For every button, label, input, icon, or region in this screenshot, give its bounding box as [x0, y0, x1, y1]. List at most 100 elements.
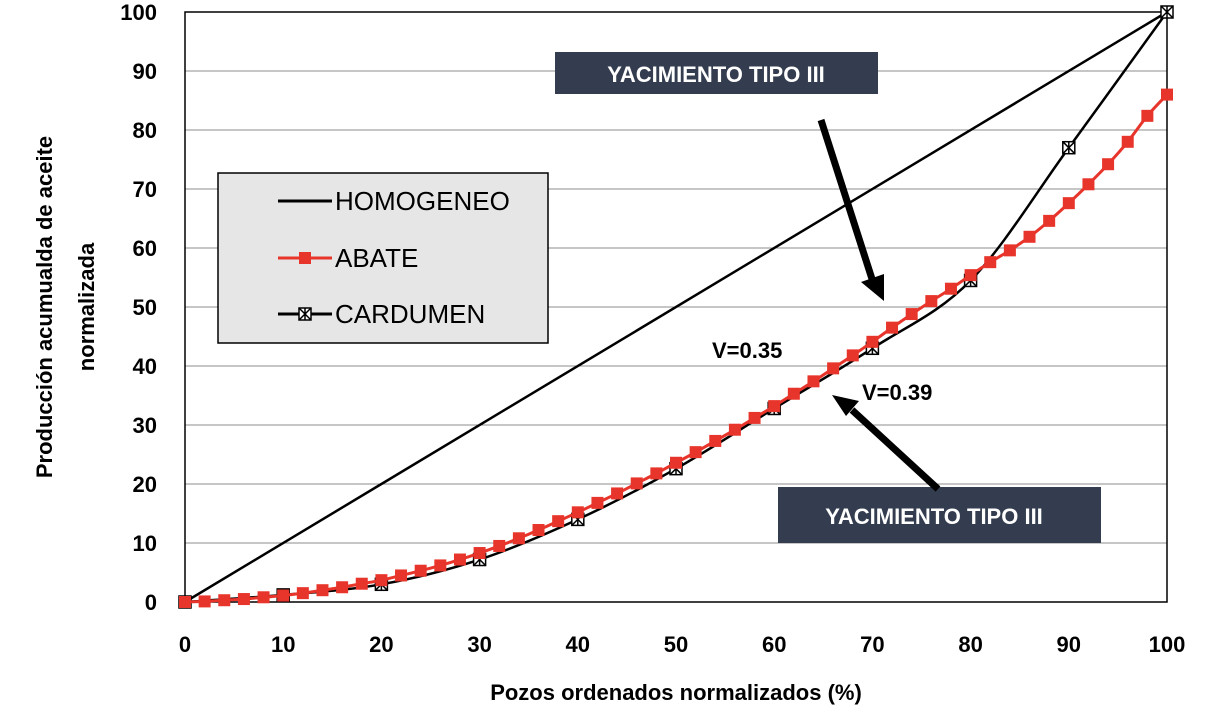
point-abate: [748, 411, 761, 424]
point-abate: [336, 581, 349, 594]
y-tick-label: 100: [120, 0, 157, 25]
y-tick-label: 60: [133, 236, 157, 261]
y-tick-label: 10: [133, 531, 157, 556]
y-tick-label: 90: [133, 59, 157, 84]
legend-label-abate: ABATE: [335, 243, 418, 273]
x-tick-label: 60: [762, 632, 786, 657]
point-abate: [886, 321, 899, 334]
annotation-box-bottom: [778, 487, 1101, 543]
point-abate: [218, 594, 231, 607]
point-abate: [414, 564, 427, 577]
arrow-head-top: [861, 274, 884, 301]
point-abate: [375, 574, 388, 587]
point-abate: [453, 553, 466, 566]
x-tick-label: 90: [1057, 632, 1081, 657]
arrow-shaft-top: [817, 118, 876, 281]
point-abate: [925, 295, 938, 308]
y-tick-label: 40: [133, 354, 157, 379]
y-tick-labels: 0 10 20 30 40 50 60 70 80 90 100: [120, 0, 157, 615]
point-abate: [237, 593, 250, 606]
x-tick-label: 30: [467, 632, 491, 657]
point-abate: [670, 456, 682, 469]
annotation-bottom: YACIMIENTO TIPO III: [778, 395, 1101, 543]
point-abate: [689, 446, 702, 459]
point-abate: [571, 506, 584, 519]
point-abate: [944, 282, 957, 295]
y-axis-title-line-1: Producción acumualda de aceite: [32, 136, 57, 478]
point-abate: [709, 434, 722, 447]
point-abate: [964, 269, 977, 282]
legend-item-cardumen: CARDUMEN: [278, 299, 485, 329]
x-tick-label: 50: [664, 632, 688, 657]
x-axis-title: Pozos ordenados normalizados (%): [490, 680, 862, 705]
point-abate: [532, 524, 545, 537]
point-abate: [807, 375, 820, 388]
point-abate: [179, 596, 191, 608]
legend-label-cardumen: CARDUMEN: [335, 299, 485, 329]
x-tick-label: 20: [369, 632, 393, 657]
point-abate: [591, 496, 604, 509]
legend-label-homogeneo: HOMOGENEO: [335, 186, 510, 216]
arrow-shaft-bottom: [849, 407, 941, 492]
x-tick-label: 80: [958, 632, 982, 657]
legend-item-abate: ABATE: [278, 243, 418, 273]
point-abate: [866, 335, 879, 348]
legend-marker-cardumen: [298, 307, 312, 321]
point-abate: [768, 400, 781, 413]
label-v-035: V=0.35: [712, 338, 782, 363]
point-cardumen: [1160, 5, 1174, 19]
point-abate: [787, 387, 800, 400]
x-tick-label: 70: [860, 632, 884, 657]
y-tick-label: 80: [133, 118, 157, 143]
legend-marker-abate: [299, 252, 311, 264]
x-tick-labels: 0 10 20 30 40 50 60 70 80 90 100: [179, 632, 1185, 657]
point-abate: [257, 591, 270, 604]
point-abate: [355, 577, 368, 590]
annotation-top: YACIMIENTO TIPO III: [555, 52, 884, 301]
point-abate: [1043, 214, 1056, 227]
x-tick-label: 40: [566, 632, 590, 657]
point-abate: [630, 477, 643, 490]
legend-item-homogeneo: HOMOGENEO: [278, 186, 510, 216]
y-tick-label: 20: [133, 472, 157, 497]
y-axis-title: Producción acumualda de aceite normaliza…: [32, 136, 99, 478]
series-abate: [179, 88, 1173, 608]
x-tick-label: 100: [1149, 632, 1186, 657]
annotation-text-top: YACIMIENTO TIPO III: [607, 62, 825, 87]
arrow-head-bottom: [832, 395, 859, 416]
annotation-text-bottom: YACIMIENTO TIPO III: [825, 504, 1043, 529]
point-abate: [395, 569, 408, 582]
point-abate: [296, 587, 309, 600]
series-layer: [178, 5, 1174, 609]
point-abate: [434, 559, 447, 572]
point-abate: [1062, 197, 1075, 210]
y-tick-label: 70: [133, 177, 157, 202]
point-abate: [1082, 178, 1095, 191]
point-abate: [1023, 230, 1036, 243]
y-tick-label: 30: [133, 413, 157, 438]
point-abate: [473, 547, 486, 560]
point-abate: [611, 487, 624, 500]
line-homogeneo: [184, 10, 1168, 604]
point-abate: [1161, 88, 1173, 101]
series-homogeneo: [184, 10, 1168, 604]
point-abate: [728, 423, 741, 436]
point-abate: [1003, 244, 1016, 257]
y-axis-title-line-2: normalizada: [74, 242, 99, 371]
point-abate: [316, 584, 329, 597]
point-abate: [277, 589, 290, 602]
annotation-box-top: [555, 52, 878, 94]
point-abate: [1102, 158, 1115, 171]
label-v-039: V=0.39: [862, 380, 932, 405]
plot-area-border: [184, 11, 1168, 603]
point-abate: [512, 532, 525, 545]
legend: HOMOGENEO ABATE CARDUMEN: [217, 172, 549, 344]
x-tick-label: 0: [179, 632, 191, 657]
point-abate: [650, 467, 663, 480]
point-cardumen: [1062, 140, 1076, 155]
point-abate: [827, 362, 840, 375]
point-abate: [905, 308, 918, 321]
point-abate: [1121, 135, 1134, 148]
point-abate: [198, 595, 211, 608]
point-abate: [552, 515, 565, 528]
